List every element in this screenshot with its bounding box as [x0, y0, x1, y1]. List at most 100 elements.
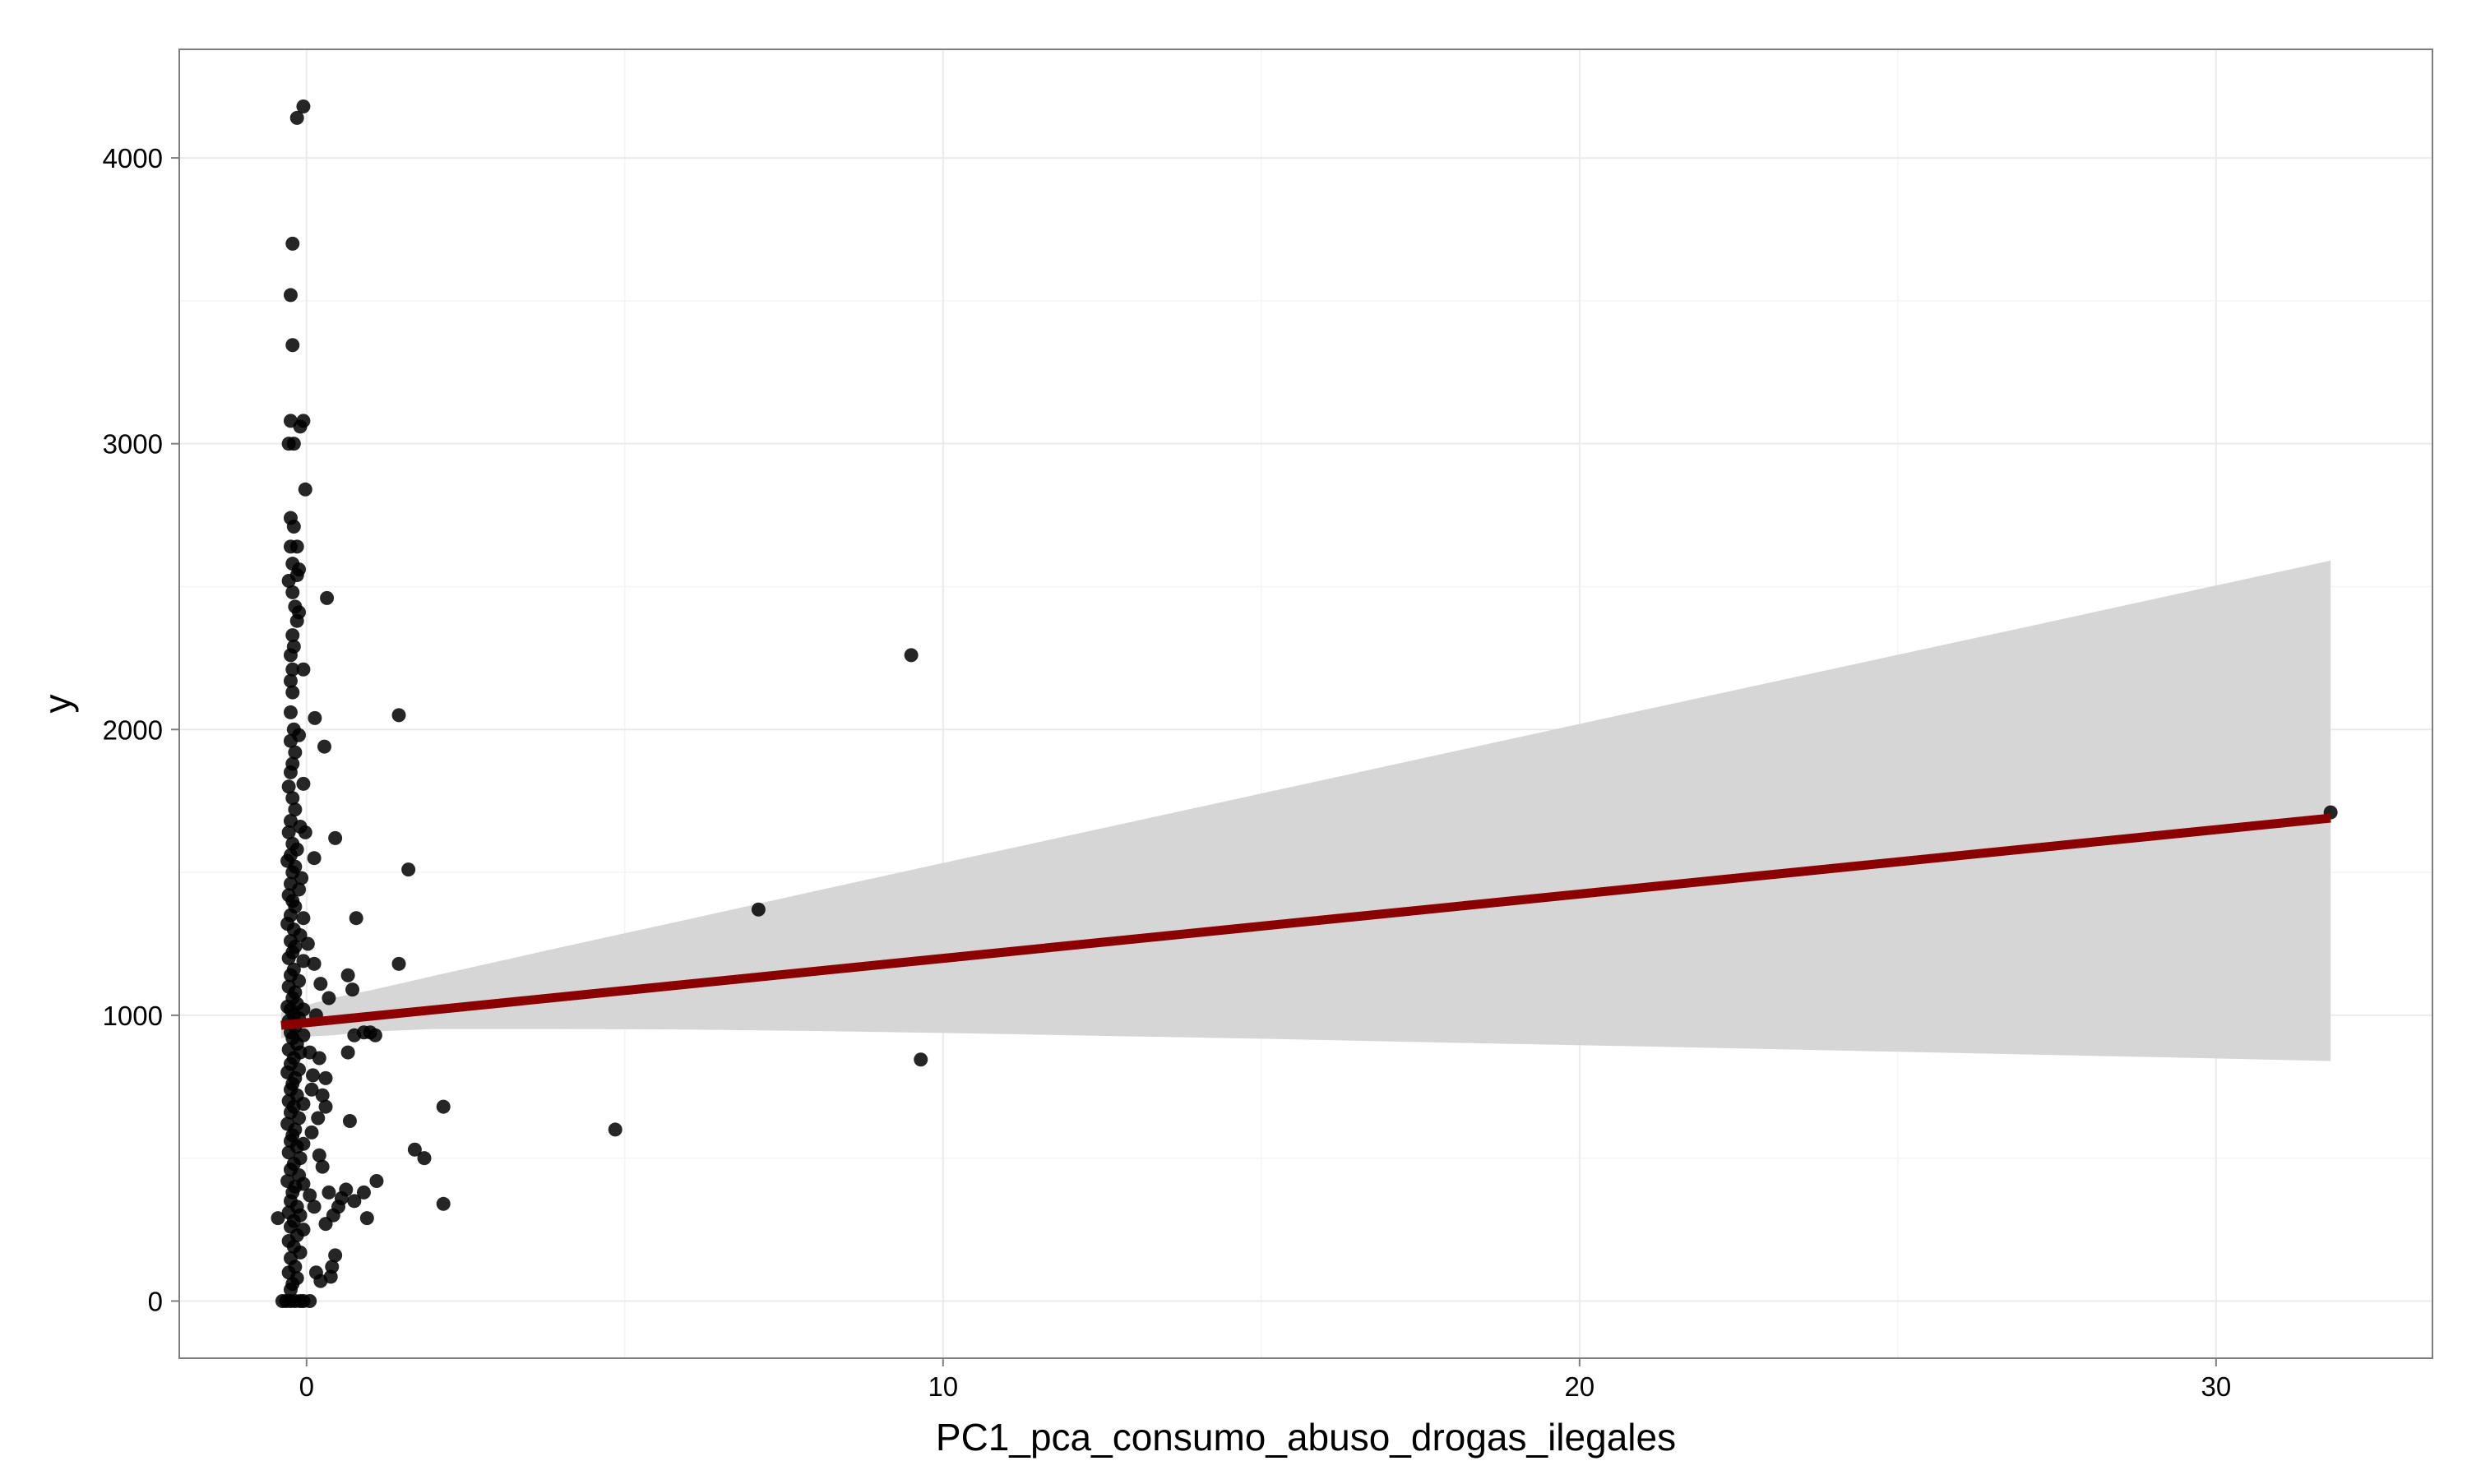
data-point	[339, 1182, 354, 1197]
data-point	[285, 338, 300, 353]
data-point	[315, 1088, 330, 1103]
data-point	[300, 936, 315, 951]
data-point	[304, 1082, 319, 1097]
data-point	[407, 1142, 422, 1157]
data-point	[308, 710, 322, 725]
data-point	[289, 539, 304, 554]
data-point	[303, 1293, 317, 1308]
data-point	[340, 1045, 355, 1060]
x-axis: 0 10 20 30	[299, 1358, 2231, 1402]
data-point	[285, 628, 300, 643]
x-tick-label: 0	[299, 1371, 314, 1402]
panel-border	[178, 49, 2433, 1359]
data-point	[328, 1248, 343, 1263]
data-point	[311, 1111, 326, 1126]
data-point	[288, 802, 303, 817]
data-point	[312, 1051, 326, 1066]
data-point	[292, 1111, 307, 1126]
data-point	[307, 1200, 322, 1214]
data-point	[283, 733, 298, 748]
data-point	[368, 1028, 382, 1042]
data-point	[283, 705, 298, 719]
data-point	[306, 1068, 321, 1083]
data-point	[401, 862, 416, 877]
data-point	[285, 236, 300, 251]
y-tick-label: 1000	[103, 1001, 163, 1031]
data-point	[289, 110, 304, 125]
data-point	[322, 1185, 336, 1200]
data-point	[281, 950, 296, 965]
data-point	[342, 1113, 357, 1128]
data-point	[436, 1196, 451, 1211]
data-point	[751, 902, 766, 917]
data-point	[307, 851, 322, 866]
data-point	[317, 739, 331, 754]
data-point	[369, 1173, 384, 1188]
data-point	[285, 791, 300, 806]
data-point	[296, 776, 311, 791]
data-point	[288, 745, 303, 760]
data-point	[322, 991, 336, 1006]
data-point	[307, 956, 322, 971]
x-tick-label: 30	[2201, 1371, 2231, 1402]
data-point	[283, 765, 298, 779]
y-tick-label: 4000	[103, 143, 163, 173]
data-point	[294, 871, 309, 885]
data-point	[303, 1188, 317, 1203]
data-point	[608, 1122, 623, 1137]
data-point	[304, 1125, 319, 1140]
y-tick-label: 0	[148, 1286, 163, 1316]
data-point	[318, 1099, 333, 1114]
data-point	[308, 1265, 323, 1280]
data-point	[349, 911, 363, 926]
data-point	[347, 1194, 362, 1209]
data-point	[285, 585, 300, 599]
fit-line-layer	[280, 813, 2331, 1030]
data-point	[328, 830, 343, 845]
data-point	[298, 825, 312, 839]
data-point	[283, 648, 298, 663]
data-point	[281, 779, 296, 794]
data-point	[271, 1211, 285, 1226]
data-point	[296, 662, 311, 677]
x-axis-label: PC1_pca_consumo_abuso_drogas_ilegales	[936, 1416, 1676, 1459]
data-point	[285, 685, 300, 700]
data-points	[271, 99, 2338, 1308]
data-point	[312, 1148, 326, 1163]
data-point	[296, 99, 311, 114]
data-point	[283, 288, 298, 303]
data-point	[286, 437, 301, 451]
data-point	[296, 911, 311, 926]
data-point	[289, 613, 304, 628]
data-point	[289, 568, 304, 583]
regression-line	[280, 813, 2331, 1030]
data-point	[315, 1159, 330, 1174]
x-tick-label: 10	[928, 1371, 958, 1402]
data-point	[318, 1070, 333, 1085]
data-point	[283, 673, 298, 688]
data-point	[283, 1283, 298, 1297]
data-point	[356, 1185, 371, 1200]
data-point	[281, 1145, 296, 1160]
x-tick-label: 20	[1564, 1371, 1595, 1402]
data-point	[914, 1052, 928, 1067]
data-point	[320, 590, 335, 605]
data-point	[391, 956, 406, 971]
y-axis: 0 1000 2000 3000 4000	[103, 143, 179, 1316]
data-point	[359, 1211, 374, 1226]
data-point	[292, 973, 307, 988]
y-axis-label: y	[36, 695, 79, 714]
data-point	[340, 968, 355, 982]
data-point	[285, 662, 300, 677]
y-tick-label: 2000	[103, 714, 163, 745]
data-point	[904, 648, 919, 663]
confidence-band	[280, 560, 2331, 1061]
data-point	[286, 519, 301, 534]
data-point	[293, 419, 308, 434]
data-point	[345, 982, 360, 997]
data-point	[298, 482, 312, 497]
y-tick-label: 3000	[103, 429, 163, 460]
data-point	[417, 1151, 432, 1166]
data-point	[318, 1217, 333, 1232]
